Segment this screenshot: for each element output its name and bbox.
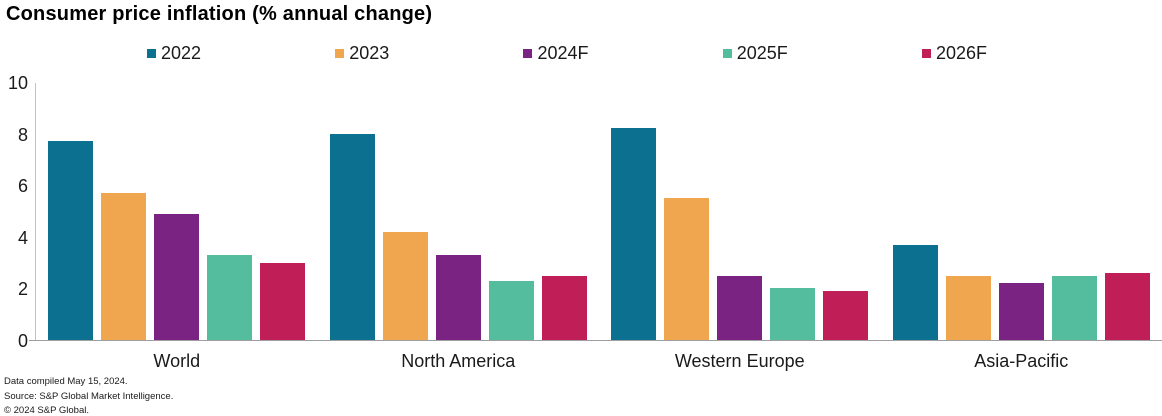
bar-2026f-western-europe (823, 290, 869, 340)
y-tick-label-4: 4 (17, 227, 28, 248)
bar-2023-world (101, 192, 147, 340)
legend-item-2024f: 2024F (523, 43, 589, 64)
plot-area: 0 2 4 6 8 10 (0, 74, 1162, 350)
bar-group-asia-pacific (881, 83, 1162, 340)
bar-2024f-world (154, 213, 200, 340)
y-axis-line (35, 83, 36, 341)
legend-swatch-icon (921, 49, 931, 58)
legend-item-2023: 2023 (335, 43, 389, 64)
bar-groups (36, 83, 1162, 340)
bar-2023-asia-pacific (945, 275, 991, 340)
bar-2022-asia-pacific (892, 244, 938, 340)
bar-2025f-western-europe (770, 288, 816, 340)
bar-2025f-world (207, 254, 253, 340)
y-tick-label-8: 8 (17, 124, 28, 145)
bar-group-world (36, 83, 318, 340)
category-label-world: World (153, 351, 201, 371)
legend-label: 2025F (736, 43, 788, 63)
y-tick-label-0: 0 (17, 331, 28, 351)
legend-label: 2023 (349, 43, 390, 63)
legend-label: 2024F (537, 43, 589, 63)
bar-2023-western-europe (664, 198, 710, 340)
bar-2024f-western-europe (717, 275, 763, 340)
bar-2026f-asia-pacific (1104, 272, 1150, 340)
bar-2025f-north-america (488, 280, 534, 340)
legend-swatch-icon (722, 49, 732, 58)
footer-copyright-note: © 2024 S&P Global. (4, 405, 89, 416)
footer-source-note: Source: S&P Global Market Intelligence. (4, 390, 174, 402)
bar-2026f-world (260, 262, 306, 340)
y-tick-label-6: 6 (17, 176, 28, 197)
y-tick-label-2: 2 (17, 279, 28, 300)
chart-title: Consumer price inflation (% annual chang… (6, 3, 433, 25)
category-label-western-europe: Western Europe (674, 351, 805, 371)
y-tick-label-10: 10 (7, 73, 28, 93)
footer-notes: Data compiled May 15, 2024. Source: S&P … (4, 375, 173, 416)
x-axis-baseline (29, 340, 1162, 341)
x-axis-category-labels: World North America Western Europe Asia-Pac… (36, 351, 1162, 372)
legend-item-2026f: 2026F (921, 43, 987, 64)
bar-2026f-north-america (541, 275, 587, 340)
category-label-north-america: North America (401, 351, 516, 371)
legend-label: 2026F (935, 43, 987, 63)
bar-2022-western-europe (611, 128, 657, 340)
bar-2022-world (48, 141, 94, 340)
legend-swatch-icon (335, 49, 345, 58)
bar-2024f-asia-pacific (998, 283, 1044, 340)
bar-2022-north-america (329, 133, 375, 340)
legend-label: 2022 (161, 43, 202, 63)
legend-item-2022: 2022 (147, 43, 201, 64)
bar-2024f-north-america (435, 254, 481, 340)
legend-swatch-icon (523, 49, 533, 58)
footer-compiled-note: Data compiled May 15, 2024. (4, 376, 128, 387)
bar-group-north-america (318, 83, 600, 340)
bar-2025f-asia-pacific (1051, 275, 1097, 340)
legend-item-2025f: 2025F (722, 43, 788, 64)
bar-2023-north-america (382, 231, 428, 340)
category-label-asia-pacific: Asia-Pacific (974, 351, 1069, 371)
legend-swatch-icon (147, 49, 156, 58)
legend: 2022 2023 2024F 2025F 2026F (147, 43, 987, 64)
bar-group-western-europe (599, 83, 881, 340)
